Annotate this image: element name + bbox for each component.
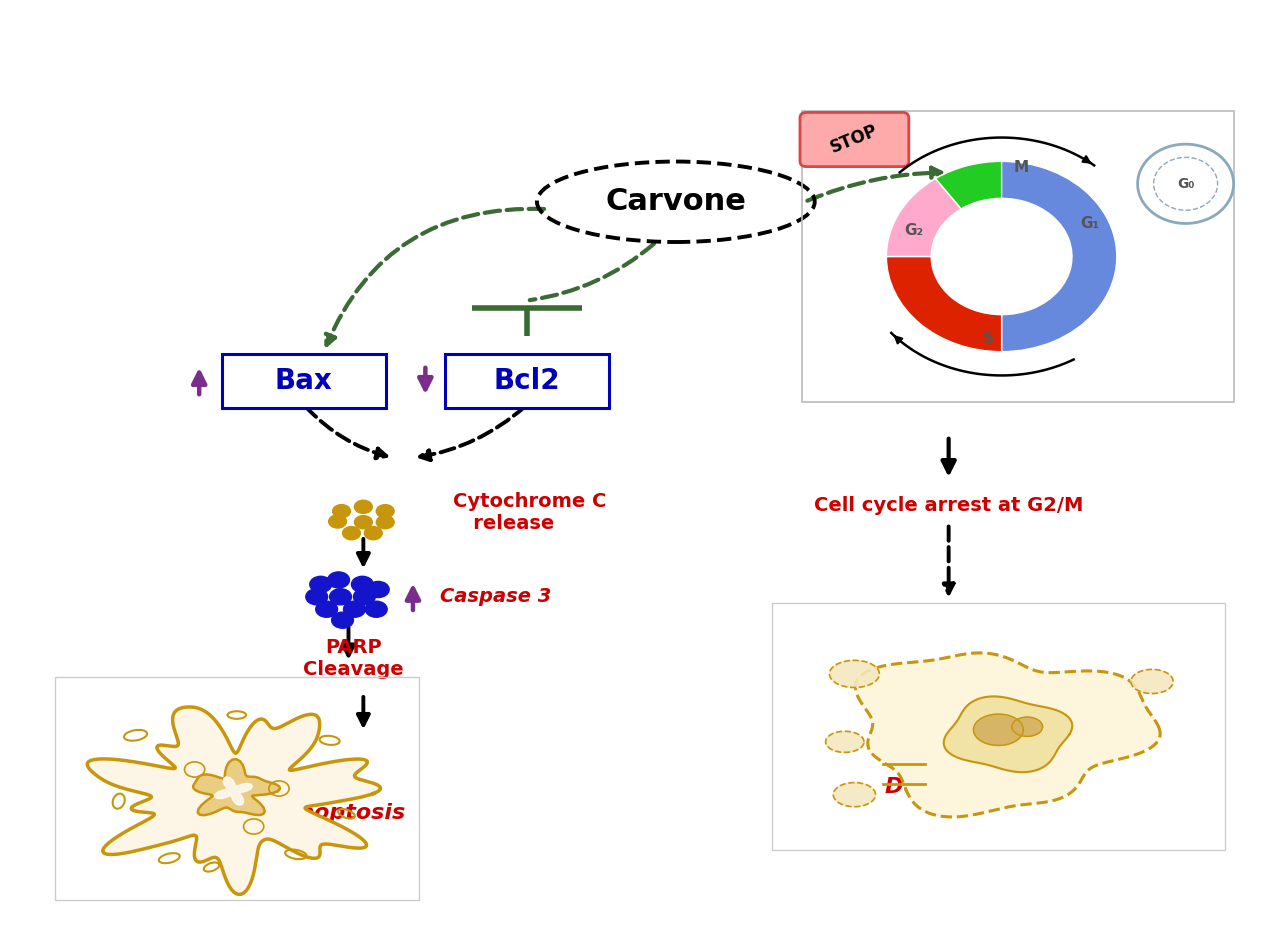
Polygon shape [829,660,879,688]
Text: Cytochrome C
   release: Cytochrome C release [453,492,605,533]
Text: Bax: Bax [275,367,333,395]
Circle shape [355,516,372,529]
Circle shape [376,516,394,529]
Text: Cell cycle arrest at G2/M: Cell cycle arrest at G2/M [814,496,1083,515]
Text: G₁: G₁ [1080,216,1100,231]
Text: Bcl2: Bcl2 [494,367,561,395]
Text: G₀: G₀ [1176,177,1194,191]
Circle shape [332,612,353,628]
Text: M: M [1014,161,1028,176]
Text: S: S [983,331,995,346]
Circle shape [352,577,374,593]
Circle shape [353,589,375,605]
FancyBboxPatch shape [221,353,385,408]
Wedge shape [936,162,1116,352]
Wedge shape [886,256,1001,352]
Circle shape [306,589,328,605]
Circle shape [330,589,352,605]
Polygon shape [215,777,252,806]
Circle shape [316,601,338,618]
Text: Apoptosis: Apoptosis [282,803,406,823]
FancyBboxPatch shape [445,353,609,408]
Text: PARP
Cleavage: PARP Cleavage [303,638,403,679]
Polygon shape [826,732,864,752]
Circle shape [328,572,349,588]
Text: G₂: G₂ [904,222,923,238]
Polygon shape [1012,717,1042,736]
Polygon shape [833,783,876,807]
Polygon shape [855,653,1160,817]
Text: Caspase 3: Caspase 3 [440,587,552,606]
Circle shape [367,581,389,598]
Circle shape [343,601,365,618]
Circle shape [333,504,351,518]
FancyBboxPatch shape [800,112,909,166]
Circle shape [329,515,347,528]
Polygon shape [87,707,380,894]
Circle shape [355,501,372,513]
Text: Death cell: Death cell [886,777,1012,797]
Polygon shape [974,714,1024,746]
Text: STOP: STOP [828,122,881,157]
Circle shape [310,577,332,593]
Circle shape [376,504,394,518]
Text: Carvone: Carvone [605,187,746,217]
Circle shape [365,526,383,540]
Circle shape [365,601,387,618]
Wedge shape [886,179,961,256]
Wedge shape [936,162,1001,209]
Polygon shape [193,759,280,815]
Polygon shape [943,696,1073,772]
Circle shape [343,526,361,540]
Polygon shape [1132,670,1172,694]
